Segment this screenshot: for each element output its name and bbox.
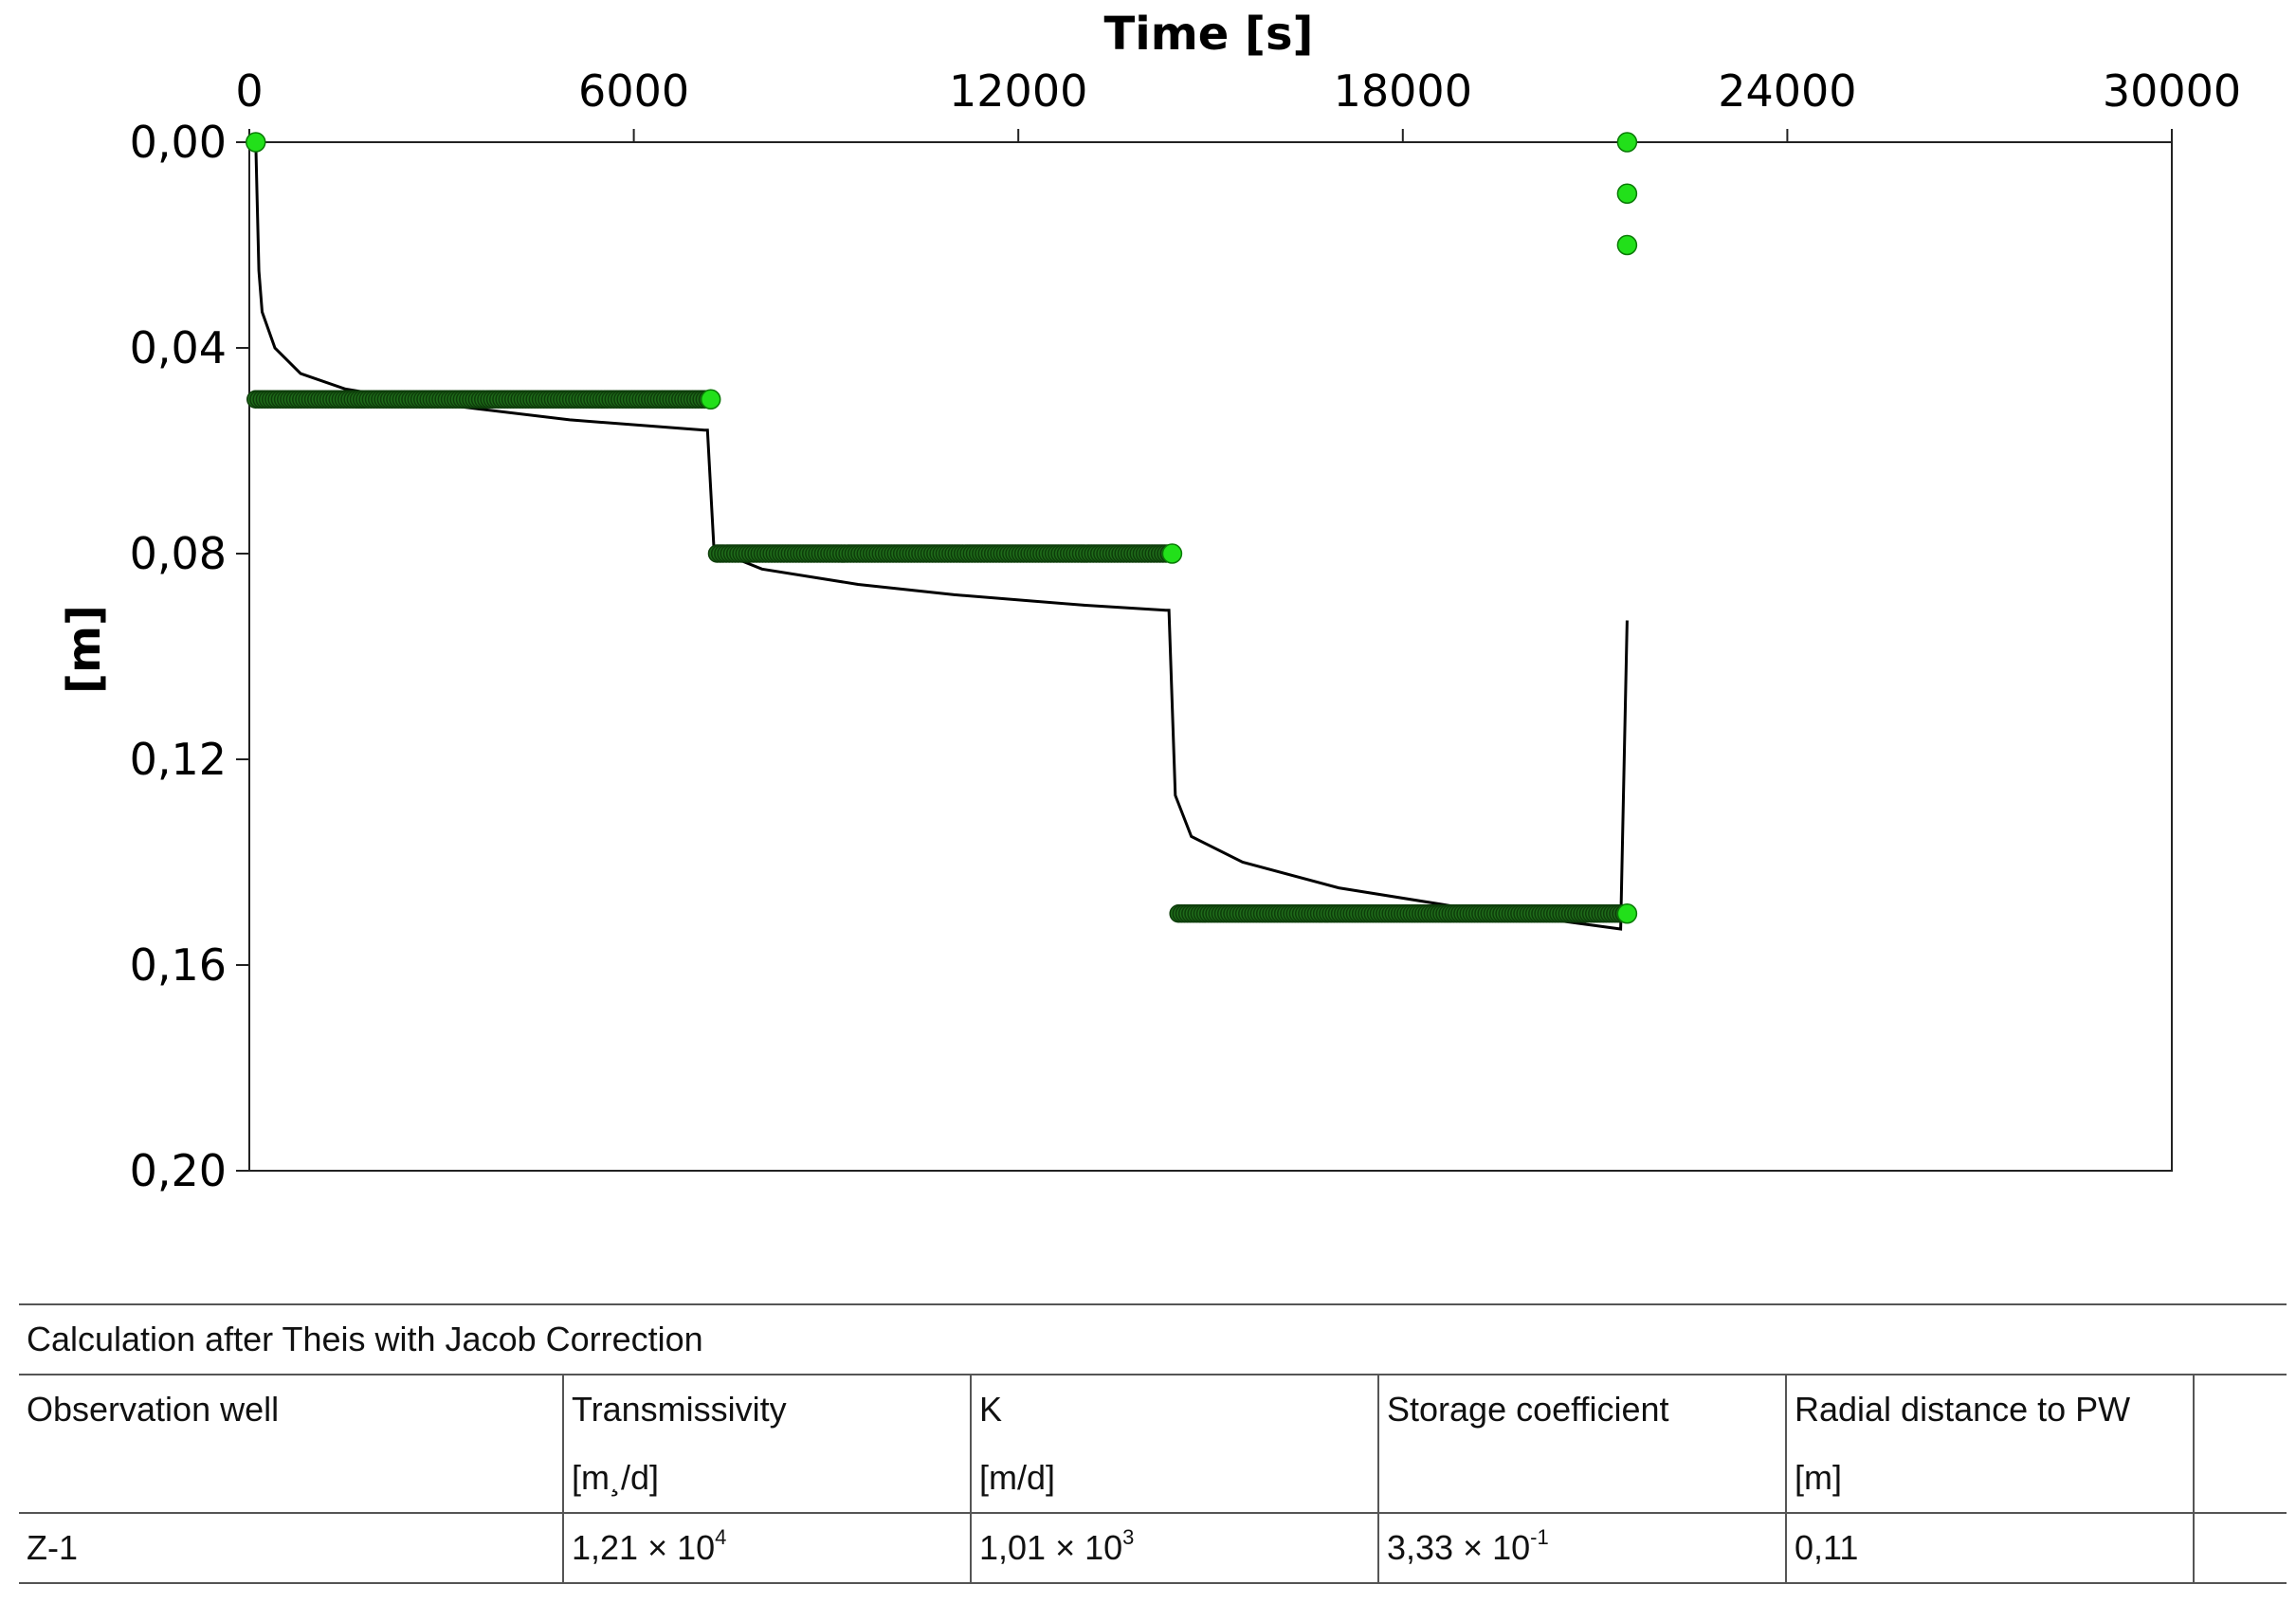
- cell-transmissivity: 1,21 × 104: [563, 1513, 972, 1584]
- unit-storage-coefficient: [1378, 1444, 1787, 1514]
- x-tick-label: 18000: [1334, 65, 1472, 117]
- table-unit-row: [m¸/d] [m/d] [m]: [19, 1444, 2287, 1514]
- observed-point-highlight: [1616, 903, 1638, 924]
- plot-area: [248, 141, 2173, 1172]
- header-empty: [2194, 1375, 2287, 1444]
- observed-point-highlight: [700, 389, 721, 410]
- y-tick-label: 0,12: [130, 734, 227, 785]
- cell-radial-distance: 0,11: [1786, 1513, 2195, 1584]
- y-tick-label: 0,00: [130, 117, 227, 168]
- x-axis-title: Time [s]: [1104, 8, 1314, 61]
- model-curve-layer: [254, 141, 1629, 931]
- unit-transmissivity: [m¸/d]: [563, 1444, 972, 1514]
- x-tick-label: 24000: [1718, 65, 1856, 117]
- header-storage-coefficient: Storage coefficient: [1378, 1375, 1787, 1444]
- observed-point-highlight: [1616, 234, 1638, 256]
- transmissivity-exponent: 4: [715, 1525, 727, 1549]
- observed-points-layer: [246, 132, 1638, 924]
- k-exponent: 3: [1122, 1525, 1135, 1549]
- y-tick-label: 0,08: [130, 528, 227, 579]
- k-mantissa: 1,01 × 10: [979, 1528, 1123, 1567]
- model-curve: [254, 141, 1629, 931]
- x-tick-label: 12000: [949, 65, 1087, 117]
- storage-exponent: -1: [1530, 1525, 1549, 1549]
- storage-mantissa: 3,33 × 10: [1387, 1528, 1531, 1567]
- chart: Time [s] [m] 0 6000 12000 18000 24000 30000 0…: [58, 8, 2241, 1196]
- y-tick-label: 0,16: [130, 939, 227, 991]
- y-axis-title: [m]: [58, 605, 111, 694]
- x-tick-label: 0: [235, 65, 263, 117]
- cell-empty: [2194, 1513, 2287, 1584]
- results-table: Calculation after Theis with Jacob Corre…: [19, 1303, 2287, 1584]
- observed-point-highlight: [1616, 132, 1638, 153]
- cell-observation-well: Z-1: [19, 1513, 564, 1584]
- header-observation-well: Observation well: [19, 1375, 564, 1444]
- table-title: Calculation after Theis with Jacob Corre…: [19, 1303, 2287, 1375]
- table-title-row: Calculation after Theis with Jacob Corre…: [19, 1303, 2287, 1375]
- table-row: Z-1 1,21 × 104 1,01 × 103 3,33 × 10-1 0,…: [19, 1513, 2287, 1584]
- x-axis-ticks: 0 6000 12000 18000 24000 30000: [235, 65, 2241, 142]
- transmissivity-mantissa: 1,21 × 10: [572, 1528, 716, 1567]
- observed-point-highlight: [1161, 543, 1183, 564]
- table-header-row: Observation well Transmissivity K Storag…: [19, 1375, 2287, 1444]
- cell-storage-coefficient: 3,33 × 10-1: [1378, 1513, 1787, 1584]
- unit-empty: [2194, 1444, 2287, 1514]
- x-tick-label: 30000: [2103, 65, 2241, 117]
- unit-k: [m/d]: [971, 1444, 1379, 1514]
- unit-observation-well: [19, 1444, 564, 1514]
- cell-k: 1,01 × 103: [971, 1513, 1379, 1584]
- y-tick-label: 0,20: [130, 1145, 227, 1196]
- x-tick-label: 6000: [578, 65, 689, 117]
- header-radial-distance: Radial distance to PW: [1786, 1375, 2195, 1444]
- observed-point-highlight: [246, 132, 266, 153]
- y-axis-ticks: 0,00 0,04 0,08 0,12 0,16 0,20: [130, 117, 249, 1196]
- unit-radial-distance: [m]: [1786, 1444, 2195, 1514]
- header-k: K: [971, 1375, 1379, 1444]
- header-transmissivity: Transmissivity: [563, 1375, 972, 1444]
- observed-point-highlight: [1616, 183, 1638, 204]
- y-tick-label: 0,04: [130, 322, 227, 373]
